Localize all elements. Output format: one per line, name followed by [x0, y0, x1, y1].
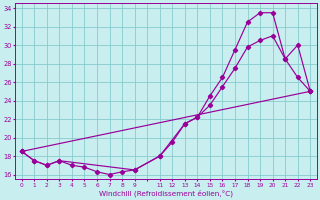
X-axis label: Windchill (Refroidissement éolien,°C): Windchill (Refroidissement éolien,°C) — [99, 189, 233, 197]
